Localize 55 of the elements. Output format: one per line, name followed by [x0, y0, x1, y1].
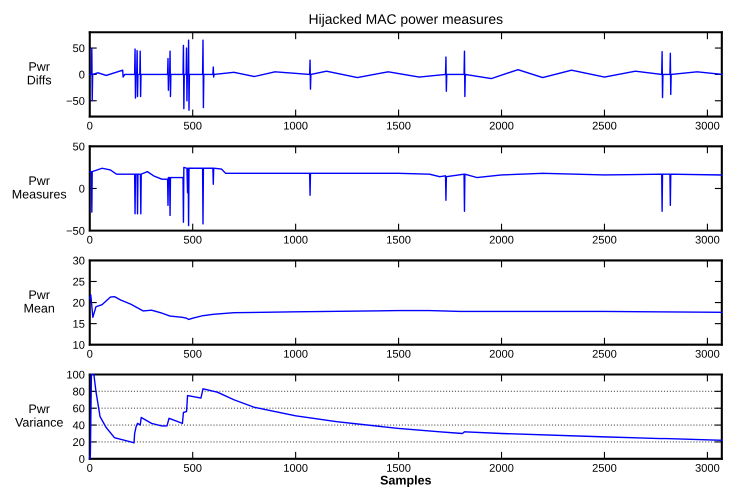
x-tick-label: 1500: [387, 350, 411, 358]
x-tick-label: 0: [87, 122, 92, 130]
x-tick-label: 3000: [695, 122, 720, 130]
chart-title: Hijacked MAC power measures: [310, 14, 503, 27]
x-axis-title: Samples: [380, 475, 431, 488]
y-tick-label: 20: [73, 298, 84, 307]
y-axis-title: Pwr Measures: [12, 176, 66, 199]
y-tick-label: 20: [73, 438, 84, 446]
y-tick-label: 15: [73, 320, 84, 328]
line-series: [89, 39, 723, 111]
x-tick-label: 2500: [592, 122, 616, 130]
x-tick-label: 1000: [284, 122, 308, 130]
y-tick-label: 40: [72, 421, 84, 430]
x-tick-label: 1000: [284, 350, 308, 358]
y-tick-label: 60: [73, 404, 84, 412]
x-tick-label: 2500: [592, 236, 616, 244]
x-tick-label: 0: [87, 464, 92, 472]
x-tick-label: 500: [184, 236, 202, 244]
y-tick-label: 100: [67, 370, 84, 379]
x-tick-label: 1000: [284, 236, 308, 244]
x-tick-label: 1500: [387, 122, 411, 130]
y-tick-label: 50: [72, 44, 84, 52]
x-tick-label: 2000: [490, 464, 514, 472]
x-tick-label: 2000: [490, 236, 514, 244]
x-tick-label: 0: [87, 236, 92, 244]
x-tick-label: 3000: [695, 464, 720, 472]
x-tick-label: 1500: [387, 464, 411, 472]
x-tick-label: 1500: [387, 236, 411, 244]
line-series: [89, 166, 723, 226]
x-tick-label: 2000: [490, 350, 514, 358]
x-tick-label: 500: [184, 464, 202, 472]
y-axis-title: Pwr Mean: [24, 290, 54, 313]
y-tick-label: −50: [66, 226, 84, 235]
x-tick-label: 0: [87, 350, 92, 358]
y-tick-label: 0: [79, 184, 84, 193]
line-series: [89, 374, 723, 460]
y-axis-title: Pwr Variance: [15, 404, 63, 427]
x-tick-label: 3000: [695, 236, 720, 244]
y-tick-label: −50: [66, 97, 84, 105]
y-tick-label: 10: [73, 340, 84, 349]
x-tick-label: 2500: [592, 464, 616, 472]
y-tick-label: 50: [72, 142, 84, 150]
y-tick-label: 0: [79, 455, 84, 463]
y-axis-title: Pwr Diffs: [28, 62, 52, 84]
y-tick-label: 80: [73, 388, 84, 396]
x-tick-label: 2500: [592, 350, 616, 358]
line-series: [89, 294, 723, 320]
y-tick-label: 25: [73, 278, 84, 286]
x-tick-label: 3000: [695, 350, 720, 358]
x-tick-label: 500: [184, 350, 202, 358]
y-tick-label: 30: [72, 256, 84, 265]
x-tick-label: 2000: [490, 122, 514, 130]
x-tick-label: 500: [184, 122, 202, 130]
x-tick-label: 1000: [284, 464, 308, 472]
y-tick-label: 0: [79, 70, 84, 79]
